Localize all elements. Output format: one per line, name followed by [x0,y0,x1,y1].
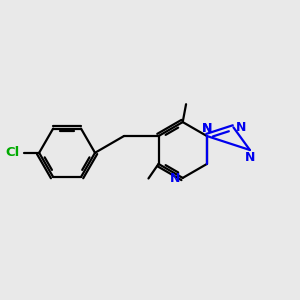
Text: Cl: Cl [5,146,20,159]
Text: N: N [236,121,247,134]
Text: N: N [202,122,212,135]
Text: N: N [202,122,212,135]
Text: N: N [170,172,180,185]
Text: N: N [245,151,255,164]
